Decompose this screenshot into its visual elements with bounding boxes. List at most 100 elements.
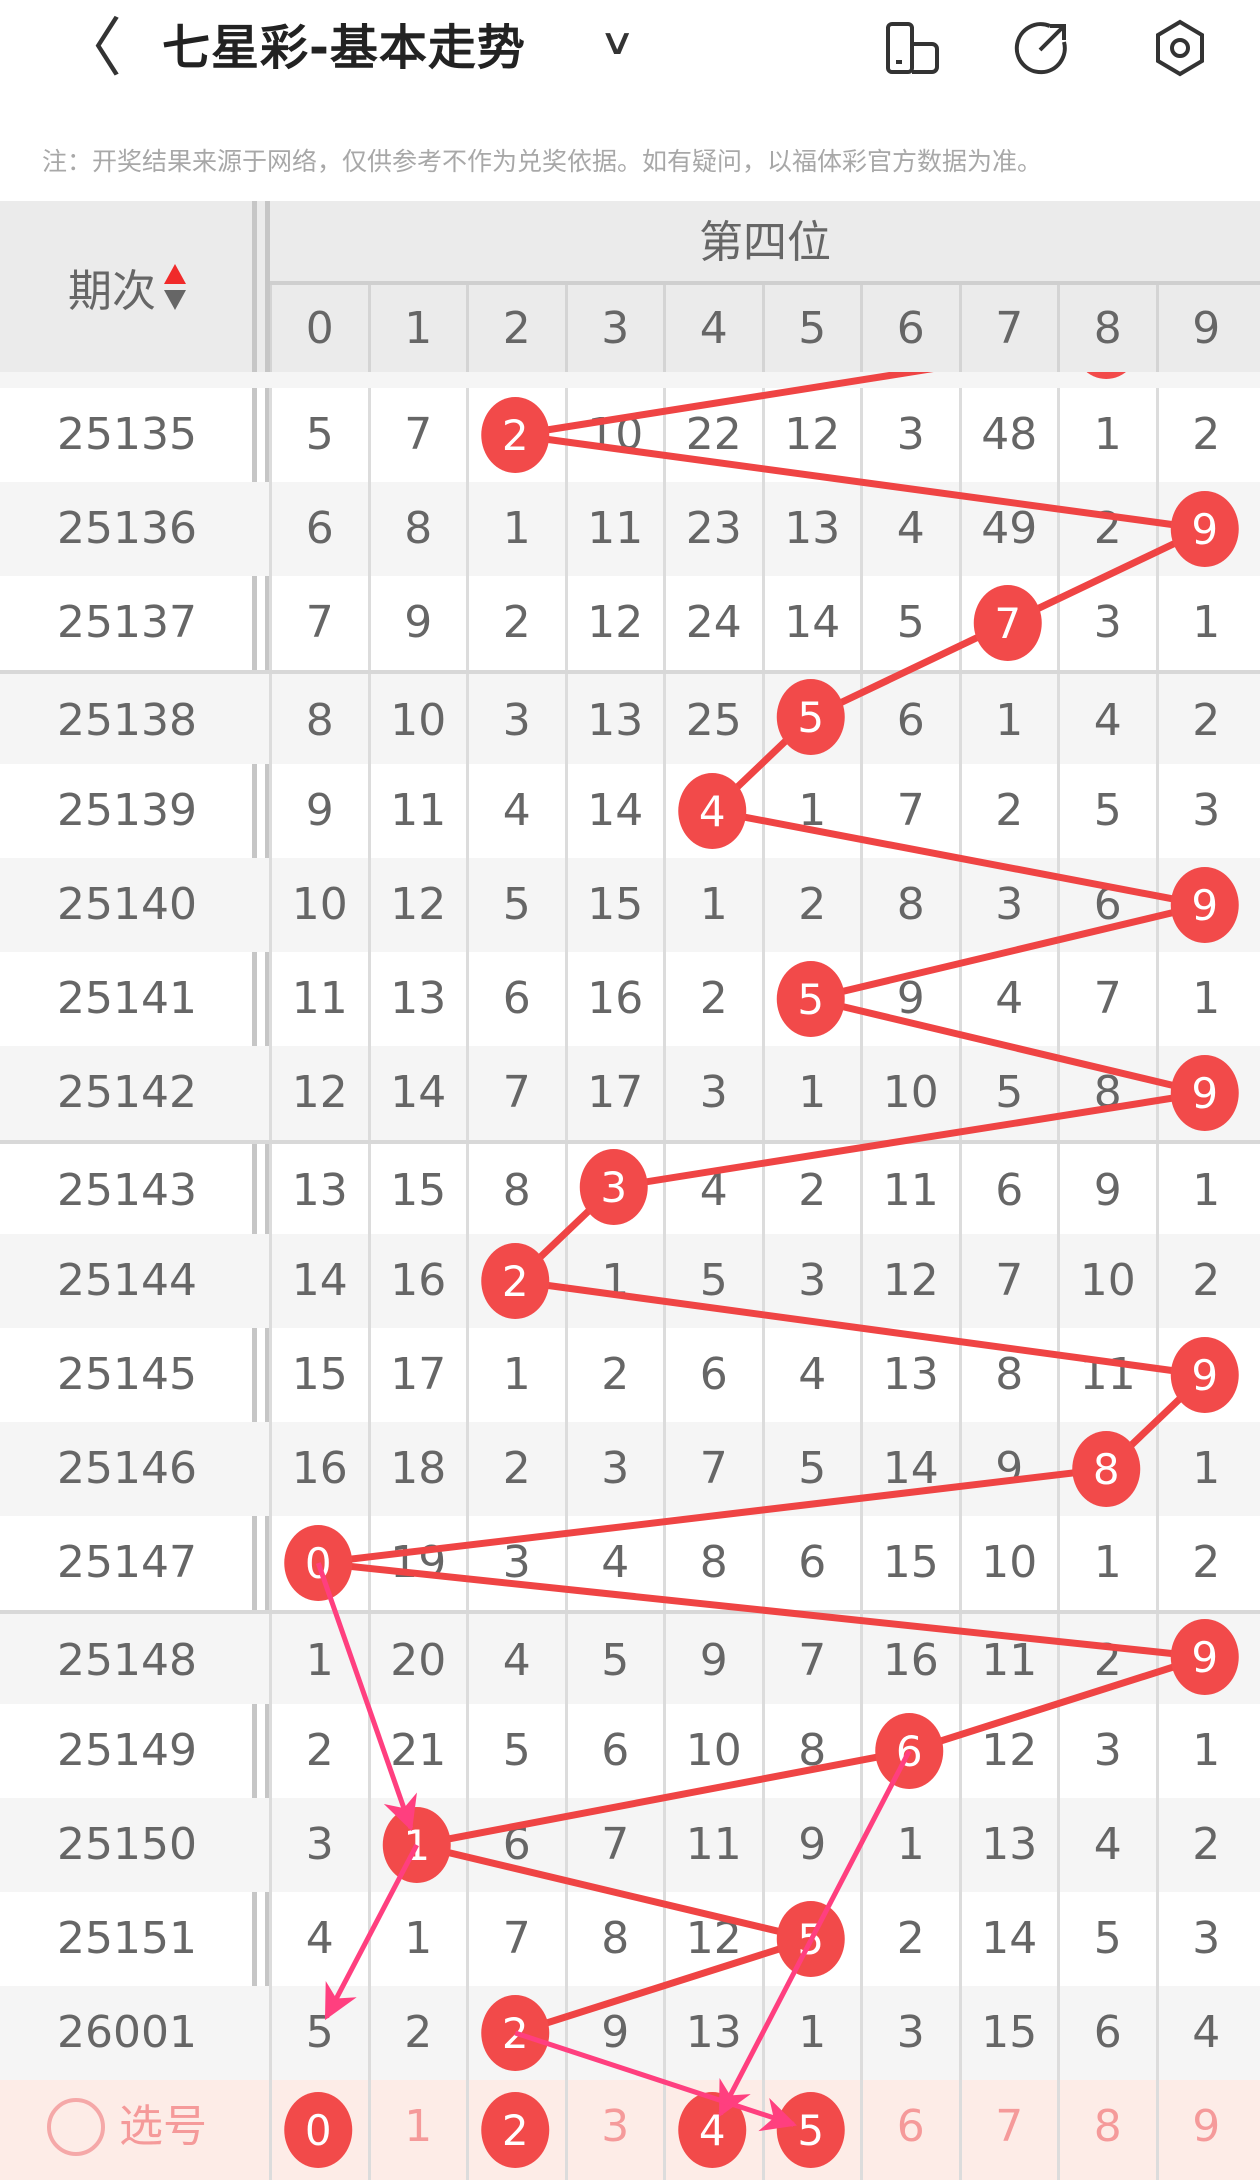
value-cell: 2 bbox=[761, 858, 861, 952]
value-cell: 16 bbox=[367, 1234, 467, 1328]
value-cell: 5 bbox=[269, 1986, 368, 2080]
value-cell: 2 bbox=[466, 576, 565, 670]
select-digit-2[interactable] bbox=[466, 2080, 565, 2180]
period-cell: 25145 bbox=[57, 1349, 197, 1400]
value-cell: 12 bbox=[564, 576, 664, 670]
value-cell: 4 bbox=[663, 1144, 762, 1238]
value-cell: 10 bbox=[564, 388, 664, 482]
value-cell: 3 bbox=[1057, 576, 1156, 670]
value-cell: 18 bbox=[367, 1422, 467, 1516]
value-cell: 4 bbox=[860, 482, 959, 576]
select-digit-8[interactable]: 8 bbox=[1057, 2080, 1156, 2180]
select-digit-4[interactable] bbox=[663, 2080, 762, 2180]
value-cell: 4 bbox=[761, 1328, 861, 1422]
value-cell: 2 bbox=[1155, 388, 1255, 482]
value-cell: 1 bbox=[1155, 1144, 1255, 1238]
value-cell: 5 bbox=[761, 1422, 861, 1516]
settings-icon[interactable] bbox=[1150, 18, 1210, 78]
value-cell: 17 bbox=[367, 1328, 467, 1422]
value-cell: 15 bbox=[958, 1986, 1058, 2080]
value-cell: 2 bbox=[269, 1704, 368, 1798]
value-cell: 5 bbox=[466, 1704, 565, 1798]
digit-header-4: 4 bbox=[663, 285, 762, 372]
value-cell: 12 bbox=[663, 1892, 762, 1986]
winning-cell bbox=[1057, 1422, 1156, 1516]
value-cell: 12 bbox=[269, 1046, 368, 1140]
value-cell: 3 bbox=[860, 388, 959, 482]
sort-icon[interactable] bbox=[164, 262, 186, 312]
select-toggle[interactable]: 选号 bbox=[0, 2080, 254, 2174]
value-cell: 4 bbox=[466, 764, 565, 858]
value-cell: 7 bbox=[860, 764, 959, 858]
value-cell: 15 bbox=[367, 1144, 467, 1238]
select-digit-1[interactable]: 1 bbox=[367, 2080, 467, 2180]
value-cell: 1 bbox=[860, 1798, 959, 1892]
phone-landscape-icon[interactable] bbox=[884, 18, 944, 78]
value-cell: 2 bbox=[1155, 1516, 1255, 1610]
value-cell: 3 bbox=[564, 1422, 664, 1516]
chevron-left-icon[interactable]: 〈 bbox=[58, 12, 122, 86]
period-header[interactable]: 期次 bbox=[0, 201, 254, 372]
table-row: 25147 19 3 4 8 6 15 10 1 2 bbox=[0, 1516, 1260, 1610]
period-cell: 25151 bbox=[57, 1913, 197, 1964]
winning-cell bbox=[761, 674, 861, 768]
page-title[interactable]: 七星彩-基本走势 bbox=[162, 20, 526, 76]
select-digit-6[interactable]: 6 bbox=[860, 2080, 959, 2180]
value-cell: 16 bbox=[269, 1422, 368, 1516]
value-cell: 16 bbox=[564, 952, 664, 1046]
select-digit-0[interactable] bbox=[269, 2080, 368, 2180]
select-digit-7[interactable]: 7 bbox=[958, 2080, 1058, 2180]
winning-cell bbox=[958, 576, 1058, 670]
value-cell: 9 bbox=[958, 1422, 1058, 1516]
value-cell: 6 bbox=[663, 1328, 762, 1422]
value-cell: 24 bbox=[663, 576, 762, 670]
value-cell: 9 bbox=[663, 1614, 762, 1708]
table-row: 25135 5 7 10 22 12 3 48 1 2 bbox=[0, 388, 1260, 482]
value-cell: 9 bbox=[860, 952, 959, 1046]
period-header-label: 期次 bbox=[68, 265, 156, 317]
value-cell: 8 bbox=[564, 1892, 664, 1986]
value-cell: 6 bbox=[761, 1516, 861, 1610]
value-cell: 7 bbox=[367, 388, 467, 482]
value-cell: 2 bbox=[860, 1892, 959, 1986]
value-cell: 7 bbox=[564, 1798, 664, 1892]
value-cell: 7 bbox=[761, 1614, 861, 1708]
select-digit-9[interactable]: 9 bbox=[1155, 2080, 1255, 2180]
digit-header-8: 8 bbox=[1057, 285, 1156, 372]
chevron-down-icon[interactable]: ∨ bbox=[598, 22, 636, 63]
value-cell: 11 bbox=[269, 952, 368, 1046]
value-cell: 10 bbox=[860, 1046, 959, 1140]
select-label: 选号 bbox=[119, 2101, 207, 2152]
table-row: 25138 8 10 3 13 25 6 1 4 2 bbox=[0, 670, 1260, 768]
select-digit-3[interactable]: 3 bbox=[564, 2080, 664, 2180]
share-icon[interactable] bbox=[1012, 18, 1072, 78]
value-cell: 25 bbox=[663, 674, 762, 768]
value-cell: 1 bbox=[1155, 1422, 1255, 1516]
value-cell: 1 bbox=[1155, 1704, 1255, 1798]
radio-circle-icon[interactable] bbox=[47, 2098, 105, 2156]
value-cell: 5 bbox=[466, 858, 565, 952]
period-cell: 25147 bbox=[57, 1537, 197, 1588]
value-cell: 6 bbox=[466, 952, 565, 1046]
value-cell: 2 bbox=[663, 952, 762, 1046]
value-cell: 9 bbox=[367, 576, 467, 670]
value-cell: 1 bbox=[564, 1234, 664, 1328]
winning-cell bbox=[663, 764, 762, 858]
value-cell: 3 bbox=[269, 1798, 368, 1892]
value-cell: 13 bbox=[860, 1328, 959, 1422]
value-cell: 3 bbox=[1155, 764, 1255, 858]
value-cell: 12 bbox=[761, 388, 861, 482]
value-cell: 16 bbox=[860, 1614, 959, 1708]
value-cell: 11 bbox=[367, 764, 467, 858]
value-cell: 1 bbox=[1155, 576, 1255, 670]
select-digit-5[interactable] bbox=[761, 2080, 861, 2180]
period-cell: 25137 bbox=[57, 597, 197, 648]
value-cell: 14 bbox=[269, 1234, 368, 1328]
value-cell: 11 bbox=[958, 1614, 1058, 1708]
value-cell: 48 bbox=[958, 388, 1058, 482]
value-cell: 6 bbox=[269, 482, 368, 576]
value-cell: 11 bbox=[564, 482, 664, 576]
table-row: 25137 7 9 2 12 24 14 5 3 1 bbox=[0, 576, 1260, 670]
partial-row bbox=[0, 372, 1260, 388]
value-cell: 8 bbox=[269, 674, 368, 768]
